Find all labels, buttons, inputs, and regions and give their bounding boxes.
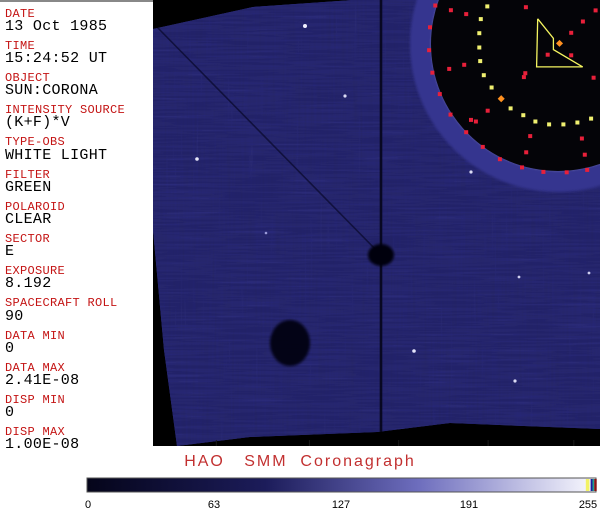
svg-text:191: 191 xyxy=(460,499,478,511)
svg-text:63: 63 xyxy=(208,499,220,511)
svg-text:0: 0 xyxy=(85,499,91,511)
svg-text:127: 127 xyxy=(332,499,350,511)
svg-text:255: 255 xyxy=(579,499,597,511)
